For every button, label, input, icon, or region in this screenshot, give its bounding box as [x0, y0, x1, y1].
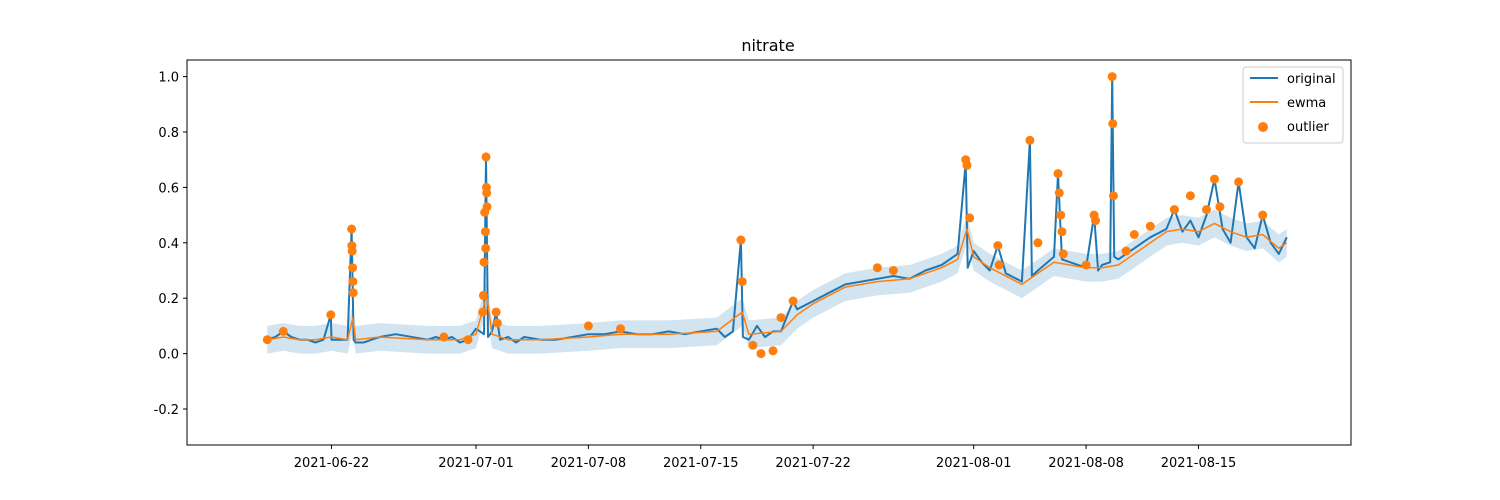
outlier-point — [348, 288, 358, 298]
axes-frame — [186, 59, 1352, 446]
outlier-point — [616, 324, 625, 334]
outlier-point — [1258, 210, 1268, 220]
outlier-point — [492, 318, 502, 328]
outlier-point — [1169, 205, 1179, 215]
x-tick-label: 2021-07-15 — [663, 456, 739, 471]
outlier-point — [262, 335, 272, 345]
outlier-point — [583, 321, 593, 331]
outlier-point — [965, 213, 975, 223]
y-tick-label: 0.4 — [158, 237, 179, 252]
outlier-point — [1053, 169, 1063, 179]
outlier-point — [1054, 188, 1064, 198]
x-tick-label: 2021-08-01 — [936, 456, 1012, 471]
outlier-point — [1081, 260, 1091, 270]
outlier-point — [888, 266, 898, 275]
y-tick-label: -0.2 — [154, 403, 179, 418]
outlier-point — [737, 277, 747, 287]
outlier-series — [262, 72, 1268, 359]
y-tick-label: 0.8 — [158, 126, 179, 141]
ewma-series — [267, 222, 1288, 341]
outlier-point — [347, 246, 357, 256]
outlier-point — [1234, 177, 1244, 187]
outlier-point — [347, 224, 357, 234]
x-tick-label: 2021-07-08 — [551, 456, 627, 471]
outlier-point — [1145, 221, 1155, 231]
outlier-point — [962, 160, 972, 170]
y-tick-label: 0.6 — [158, 181, 179, 196]
outlier-point — [478, 290, 488, 300]
plot-area — [262, 72, 1288, 359]
outlier-point — [788, 296, 798, 306]
ewma-band — [267, 209, 1287, 354]
outlier-point — [348, 277, 358, 287]
outlier-point — [1091, 216, 1100, 226]
legend-outlier-label: outlier — [1287, 120, 1330, 135]
chart-title: nitrate — [741, 36, 794, 55]
outlier-point — [1121, 246, 1131, 256]
outlier-point — [1202, 205, 1211, 215]
x-tick-label: 2021-07-01 — [438, 456, 514, 471]
legend-outlier-swatch — [1258, 122, 1268, 132]
x-axis: 2021-06-22 2021-07-01 2021-07-08 2021-07-15… — [294, 445, 1237, 471]
outlier-point — [482, 188, 492, 198]
outlier-point — [1056, 210, 1066, 220]
y-tick-label: 1.0 — [158, 71, 179, 86]
outlier-point — [326, 310, 336, 320]
ewma-line — [267, 222, 1288, 341]
x-tick-label: 2021-06-22 — [294, 456, 370, 471]
outlier-point — [756, 349, 766, 359]
outlier-point — [1185, 191, 1195, 201]
legend-ewma-label: ewma — [1287, 96, 1326, 111]
outlier-point — [994, 260, 1004, 270]
outlier-point — [768, 346, 778, 356]
outlier-point — [1109, 191, 1118, 201]
x-tick-label: 2021-07-22 — [775, 456, 851, 471]
y-tick-label: 0.0 — [158, 348, 179, 363]
outlier-point — [1210, 174, 1219, 184]
legend-box — [1242, 66, 1344, 144]
outlier-point — [480, 207, 490, 217]
confidence-band — [267, 209, 1287, 354]
outlier-point — [278, 326, 288, 336]
outlier-point — [1025, 135, 1035, 145]
outlier-point — [993, 241, 1003, 251]
y-axis: -0.2 0.0 0.2 0.4 0.6 0.8 1.0 — [154, 71, 187, 418]
legend-original-label: original — [1287, 72, 1336, 87]
x-tick-label: 2021-08-08 — [1048, 456, 1124, 471]
outlier-point — [478, 307, 488, 317]
outlier-point — [1215, 202, 1225, 212]
y-tick-label: 0.2 — [158, 292, 179, 307]
outlier-point — [1129, 230, 1139, 239]
outlier-point — [439, 332, 449, 342]
outlier-point — [479, 257, 489, 267]
outlier-point — [1107, 72, 1117, 82]
outlier-point — [1033, 238, 1043, 248]
outlier-point — [348, 263, 358, 273]
outlier-point — [872, 263, 882, 273]
outlier-point — [736, 235, 746, 245]
outlier-point — [481, 243, 491, 253]
outlier-point — [748, 340, 758, 350]
outlier-point — [491, 307, 501, 317]
x-tick-label: 2021-08-15 — [1161, 456, 1237, 471]
outlier-point — [776, 313, 786, 323]
outlier-point — [1058, 249, 1068, 259]
outlier-point — [480, 227, 490, 237]
outlier-point — [463, 335, 473, 345]
legend: original ewma outlier — [1242, 66, 1344, 144]
outlier-point — [481, 152, 491, 162]
outlier-point — [1057, 227, 1067, 237]
outlier-point — [1108, 119, 1118, 129]
